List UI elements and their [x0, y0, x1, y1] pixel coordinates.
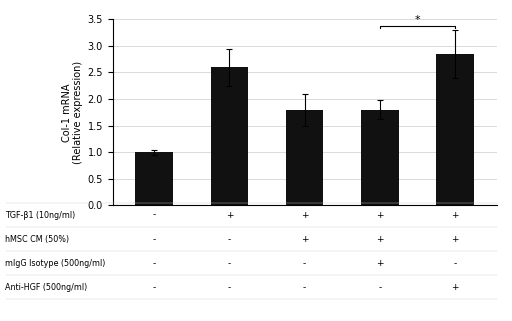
Bar: [436, 54, 474, 205]
Bar: [135, 152, 173, 205]
Text: +: +: [376, 259, 383, 268]
Bar: [210, 67, 248, 205]
Text: +: +: [452, 235, 459, 244]
Bar: [286, 110, 324, 205]
Text: -: -: [153, 235, 156, 244]
Text: +: +: [452, 283, 459, 292]
Y-axis label: Col-1 mRNA
(Relative expression): Col-1 mRNA (Relative expression): [61, 61, 83, 164]
Text: -: -: [228, 283, 231, 292]
Text: -: -: [228, 235, 231, 244]
Text: -: -: [454, 259, 457, 268]
Bar: [361, 110, 399, 205]
Text: -: -: [303, 259, 306, 268]
Text: +: +: [301, 211, 308, 220]
Text: +: +: [452, 211, 459, 220]
Text: +: +: [376, 211, 383, 220]
Text: -: -: [378, 283, 381, 292]
Text: *: *: [415, 14, 420, 25]
Text: mIgG Isotype (500ng/ml): mIgG Isotype (500ng/ml): [5, 259, 105, 268]
Text: Anti-HGF (500ng/ml): Anti-HGF (500ng/ml): [5, 283, 88, 292]
Text: -: -: [303, 283, 306, 292]
Text: hMSC CM (50%): hMSC CM (50%): [5, 235, 69, 244]
Text: -: -: [228, 259, 231, 268]
Text: -: -: [153, 211, 156, 220]
Text: -: -: [153, 259, 156, 268]
Text: +: +: [376, 235, 383, 244]
Text: -: -: [153, 283, 156, 292]
Text: TGF-β1 (10ng/ml): TGF-β1 (10ng/ml): [5, 211, 75, 220]
Text: +: +: [301, 235, 308, 244]
Text: +: +: [226, 211, 233, 220]
